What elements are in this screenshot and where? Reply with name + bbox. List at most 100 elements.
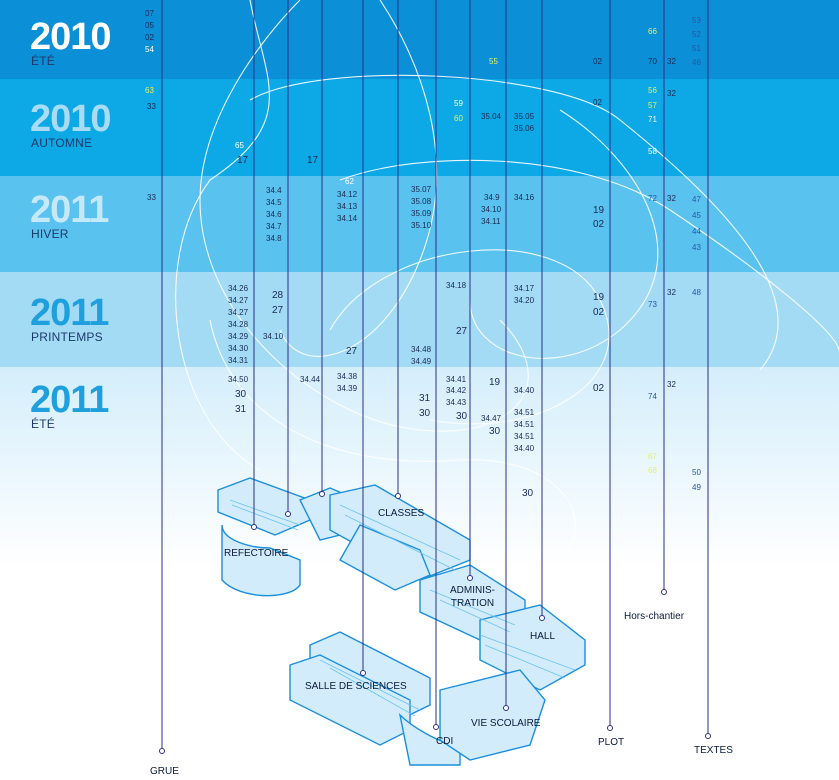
band-year: 2011	[30, 189, 109, 231]
building-details	[229, 499, 576, 717]
event-number: 34.11	[481, 217, 501, 226]
event-number: 53	[692, 16, 701, 25]
label-refectoire: REFECTOIRE	[224, 548, 289, 559]
label-grue: GRUE	[150, 766, 179, 777]
event-number: 34.43	[446, 398, 467, 407]
event-number: 33	[147, 193, 156, 202]
label-classes: CLASSES	[378, 508, 425, 519]
event-number: 19	[593, 292, 605, 303]
band-year: 2010	[30, 16, 112, 58]
event-number: 48	[692, 288, 701, 297]
event-number: 67	[648, 452, 657, 461]
event-number: 34.28	[228, 320, 249, 329]
event-number: 57	[648, 101, 657, 110]
event-number: 35.07	[411, 185, 432, 194]
band-2011-printemps: 2011 PRINTEMPS	[0, 272, 839, 367]
event-number: 17	[237, 155, 249, 166]
event-number: 07	[145, 9, 154, 18]
event-number: 60	[454, 114, 463, 123]
event-number: 30	[489, 426, 501, 437]
event-number: 35.10	[411, 221, 432, 230]
event-number: 27	[456, 326, 468, 337]
event-number: 19	[489, 377, 501, 388]
loop-curves	[175, 0, 839, 561]
event-number: 34.5	[266, 198, 282, 207]
event-number: 34.50	[228, 375, 249, 384]
event-number: 34.31	[228, 356, 249, 365]
band-2010-automne: 2010 AUTOMNE	[0, 79, 839, 176]
event-number: 19	[593, 205, 605, 216]
event-number: 34.27	[228, 308, 249, 317]
event-number: 66	[648, 27, 657, 36]
event-number: 02	[593, 383, 605, 394]
event-number: 34.51	[514, 420, 535, 429]
band-year: 2011	[30, 379, 109, 421]
event-number: 54	[145, 45, 154, 54]
event-number: 05	[145, 21, 154, 30]
event-number: 34.8	[266, 234, 282, 243]
event-number: 34.16	[514, 193, 535, 202]
event-number: 02	[593, 57, 602, 66]
event-number: 32	[667, 89, 676, 98]
event-number: 44	[692, 227, 701, 236]
label-plot: PLOT	[598, 737, 625, 748]
event-number: 34.40	[514, 386, 535, 395]
event-number: 34.41	[446, 375, 467, 384]
event-number: 51	[692, 44, 701, 53]
event-number: 30	[522, 488, 534, 499]
event-number: 34.20	[514, 296, 535, 305]
event-number: 30	[419, 408, 431, 419]
event-number: 34.44	[300, 375, 321, 384]
band-season: HIVER	[31, 227, 69, 241]
event-number: 73	[648, 300, 657, 309]
event-number: 17	[307, 155, 319, 166]
event-number: 56	[648, 86, 657, 95]
event-number: 33	[147, 102, 156, 111]
event-number: 70	[648, 57, 657, 66]
event-number: 34.39	[337, 384, 358, 393]
event-number: 34.10	[263, 332, 284, 341]
event-number: 63	[145, 86, 154, 95]
event-number: 34.29	[228, 332, 249, 341]
event-number: 59	[454, 99, 463, 108]
line-endpoints	[159, 491, 711, 754]
event-number: 34.14	[337, 214, 358, 223]
event-number: 74	[648, 392, 657, 401]
event-number: 58	[648, 147, 657, 156]
event-number: 46	[692, 58, 701, 67]
label-cdi: CDI	[436, 736, 454, 747]
event-number: 34.4	[266, 186, 282, 195]
event-number: 28	[272, 290, 284, 301]
event-number: 34.49	[411, 357, 432, 366]
event-number: 34.51	[514, 408, 535, 417]
label-vie-scolaire: VIE SCOLAIRE	[471, 718, 541, 729]
band-season: ÉTÉ	[31, 54, 55, 68]
event-number: 27	[346, 346, 358, 357]
label-administration: ADMINIS- TRATION	[450, 585, 495, 609]
label-salle-de-sciences: SALLE DE SCIENCES	[305, 681, 407, 692]
event-number: 55	[489, 57, 498, 66]
event-number: 31	[419, 393, 431, 404]
event-number: 52	[692, 30, 701, 39]
event-number: 34.6	[266, 210, 282, 219]
event-number: 35.04	[481, 112, 502, 121]
event-number: 71	[648, 115, 657, 124]
event-number: 45	[692, 211, 701, 220]
event-number: 34.47	[481, 414, 502, 423]
band-season: AUTOMNE	[31, 136, 93, 150]
event-number: 35.06	[514, 124, 535, 133]
label-textes: TEXTES	[694, 745, 733, 756]
event-number: 65	[235, 141, 244, 150]
event-number: 35.09	[411, 209, 432, 218]
event-number: 34.27	[228, 296, 249, 305]
event-number: 30	[235, 389, 247, 400]
event-number: 34.12	[337, 190, 358, 199]
event-number: 34.48	[411, 345, 432, 354]
event-number: 62	[345, 177, 354, 186]
event-number: 02	[593, 219, 605, 230]
event-number: 35.05	[514, 112, 535, 121]
event-number: 02	[593, 98, 602, 107]
event-number: 47	[692, 195, 701, 204]
